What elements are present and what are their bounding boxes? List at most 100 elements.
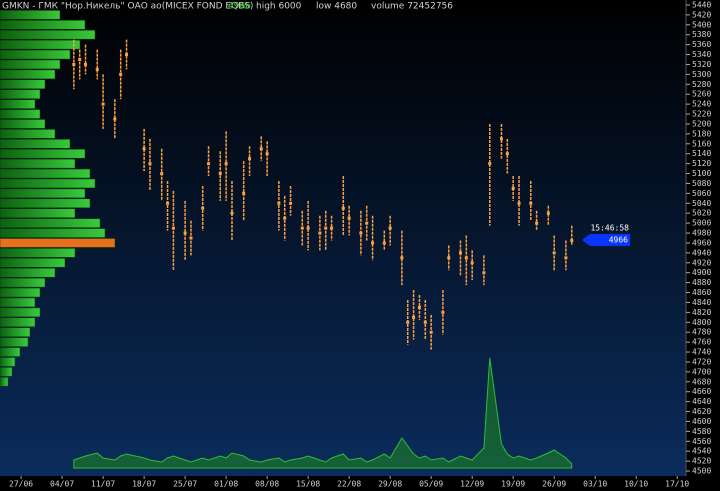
profile-bar [0, 29, 96, 40]
x-tick-label: 18/07 [132, 480, 156, 489]
price-tag-label: 4966 [609, 235, 628, 244]
candle-close [458, 251, 462, 255]
candle-close [570, 238, 574, 242]
candle-close [171, 226, 175, 230]
y-tick-label: 4660 [692, 387, 711, 396]
candle-close [517, 201, 521, 205]
candle-close [265, 152, 269, 156]
candle-close [330, 226, 334, 230]
candle-close [341, 206, 345, 210]
profile-bar [0, 139, 71, 149]
y-tick-label: 4860 [692, 288, 711, 297]
x-tick-label: 26/09 [542, 480, 566, 489]
candle-close [218, 172, 222, 176]
y-tick-label: 5240 [692, 100, 711, 109]
x-tick-label: 03/10 [583, 480, 607, 489]
y-tick-label: 5180 [692, 129, 711, 138]
y-tick-label: 4980 [692, 229, 711, 238]
candle-close [183, 231, 187, 235]
axis-background [686, 0, 720, 491]
last-price: 4966 [228, 2, 251, 12]
chart-title: GMKN - ГМК "Нор.Никель" ОАО ао(MICEX FON… [2, 2, 253, 12]
volume-label: volume 72452756 [371, 2, 453, 12]
y-tick-label: 4880 [692, 278, 711, 287]
candle-close [429, 330, 433, 334]
candle-close [441, 310, 445, 314]
candle-close [529, 201, 533, 205]
profile-bar [0, 297, 36, 308]
profile-bar [0, 208, 76, 218]
volume-area [73, 357, 573, 469]
y-tick-label: 4620 [692, 407, 711, 416]
y-tick-label: 4540 [692, 447, 711, 456]
profile-bar [0, 277, 46, 288]
profile-bar [0, 287, 41, 298]
x-tick-label: 19/09 [501, 480, 525, 489]
axis-background [0, 476, 720, 491]
x-tick-label: 27/06 [9, 480, 33, 489]
x-tick-label: 22/08 [337, 480, 361, 489]
profile-bar [0, 79, 46, 90]
x-tick-label: 08/08 [255, 480, 279, 489]
y-tick-label: 4680 [692, 377, 711, 386]
profile-bar [0, 188, 86, 199]
price-tag [582, 233, 630, 246]
candle-close [224, 162, 228, 166]
y-tick-label: 4700 [692, 367, 711, 376]
candle-close [417, 305, 421, 309]
profile-bar [0, 317, 36, 328]
marks: 4966 15:46:58 [0, 10, 630, 469]
y-tick-label: 5420 [692, 10, 711, 19]
plot-background [0, 0, 686, 476]
profile-bar [0, 347, 21, 357]
profile-bar [0, 367, 13, 377]
candle-close [207, 162, 211, 166]
candle-close [189, 236, 193, 240]
candle-close [95, 67, 99, 71]
profile-bar [0, 327, 31, 337]
x-tick-label: 12/09 [460, 480, 484, 489]
y-tick-label: 5440 [692, 0, 711, 9]
candle-close [148, 162, 152, 166]
y-tick-label: 4740 [692, 348, 711, 357]
candle-close [564, 256, 568, 260]
y-tick-label: 5320 [692, 60, 711, 69]
candle-close [84, 62, 88, 66]
x-tick-label: 29/08 [378, 480, 402, 489]
y-tick-label: 4520 [692, 457, 711, 466]
candle-close [113, 117, 117, 121]
candle-close [283, 216, 287, 220]
y-tick-label: 5040 [692, 199, 711, 208]
candle-close [546, 211, 550, 215]
candle-close [324, 226, 328, 230]
profile-bar [0, 357, 16, 367]
candle-close [142, 147, 146, 151]
candle-close [347, 216, 351, 220]
candle-close [119, 72, 123, 76]
profile-bar [0, 238, 116, 248]
y-tick-label: 4840 [692, 298, 711, 307]
profile-bar [0, 248, 76, 258]
candle-close [248, 157, 252, 161]
candle-close [72, 62, 76, 66]
x-tick-label: 25/07 [173, 480, 197, 489]
profile-bar [0, 307, 41, 318]
profile-bar [0, 337, 29, 347]
y-tick-label: 5100 [692, 169, 711, 178]
candle-close [166, 201, 170, 205]
candle-close [488, 162, 492, 166]
x-tick-label: 11/07 [91, 480, 115, 489]
profile-bar [0, 198, 91, 209]
profile-bar [0, 228, 106, 238]
candle-close [277, 201, 281, 205]
y-tick-label: 4920 [692, 258, 711, 267]
candle-close [470, 261, 474, 265]
y-tick-label: 5120 [692, 159, 711, 168]
y-tick-label: 4640 [692, 397, 711, 406]
profile-bar [0, 377, 9, 387]
candle-close [359, 231, 363, 235]
profile-bar [0, 49, 71, 60]
profile-bar [0, 218, 101, 228]
